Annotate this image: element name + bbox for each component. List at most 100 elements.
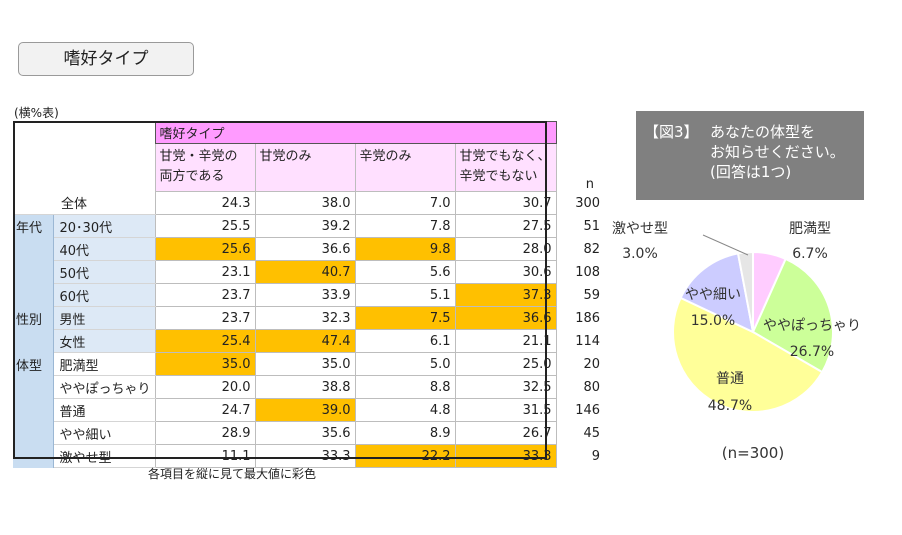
table-row: 50代 23.1 40.7 5.6 30.6 108	[13, 260, 603, 284]
cell-value: 24.3	[154, 191, 256, 215]
slice-value-label: 26.7%	[790, 344, 834, 360]
cell-value: 21.1	[454, 329, 557, 353]
cell-value: 38.8	[254, 375, 356, 399]
header-blank-n	[556, 122, 602, 144]
row-label: 40代	[53, 237, 156, 261]
row-label: 激やせ型	[53, 444, 156, 468]
slice-value-label: 6.7%	[792, 246, 828, 262]
table-row: 40代 25.6 36.6 9.8 28.0 82	[13, 237, 603, 261]
cell-value: 30.7	[454, 191, 557, 215]
cell-value: 25.4	[154, 329, 256, 353]
cell-value: 33.3	[454, 444, 557, 468]
table-row: 激やせ型 11.1 33.3 22.2 33.3 9	[13, 444, 603, 468]
table-row: 普通 24.7 39.0 4.8 31.5 146	[13, 398, 603, 422]
slice-label: 激やせ型	[612, 220, 668, 237]
table-row: 女性 25.4 47.4 6.1 21.1 114	[13, 329, 603, 353]
cell-value: 28.9	[154, 421, 256, 445]
pie-chart: 肥満型 6.7% ややぽっちゃり 26.7% 普通 48.7% やや細い 15.0% 激やせ型 3…	[612, 220, 861, 462]
table-note: (横%表)	[14, 106, 59, 120]
row-label: 50代	[53, 260, 156, 284]
cell-value: 37.3	[454, 283, 557, 307]
row-n: 59	[556, 283, 603, 307]
cell-value: 26.7	[454, 421, 557, 445]
cell-value: 9.8	[354, 237, 456, 261]
row-n: 45	[556, 421, 603, 445]
slice-value-label: 15.0%	[691, 313, 735, 329]
cell-value: 23.7	[154, 306, 256, 330]
cell-value: 33.9	[254, 283, 356, 307]
column-header: 甘党・辛党の 両方である	[154, 143, 256, 192]
cell-value: 8.8	[354, 375, 456, 399]
table-header-row: 嗜好タイプ	[13, 121, 602, 144]
row-label: 女性	[53, 329, 156, 353]
group-label: 年代	[13, 214, 54, 307]
section-title-button[interactable]: 嗜好タイプ	[18, 42, 194, 76]
pie-slice	[679, 252, 755, 334]
column-header-row: 甘党・辛党の 両方である 甘党のみ 辛党のみ 甘党でもなく、 辛党でもない n	[13, 143, 602, 192]
table-row: 全体 24.3 38.0 7.0 30.7 300	[13, 191, 603, 215]
cell-value: 31.5	[454, 398, 557, 422]
pie-slice	[751, 257, 834, 374]
table-row: やや細い 28.9 35.6 8.9 26.7 45	[13, 421, 603, 445]
cell-value: 5.0	[354, 352, 456, 376]
row-n: 80	[556, 375, 603, 399]
row-label: やや細い	[53, 421, 156, 445]
cell-value: 25.0	[454, 352, 557, 376]
row-n: 51	[556, 214, 603, 238]
table-row: 性別 男性 23.7 32.3 7.5 36.6 186	[13, 306, 603, 353]
group-label: 性別	[13, 306, 54, 353]
cell-value: 11.1	[154, 444, 256, 468]
slice-label: やや細い	[685, 287, 741, 303]
cell-value: 39.2	[254, 214, 356, 238]
cell-value: 35.0	[254, 352, 356, 376]
header-blank	[13, 122, 155, 192]
cell-value: 40.7	[254, 260, 356, 284]
crosstab-table: 嗜好タイプ 甘党・辛党の 両方である 甘党のみ 辛党のみ 甘党でもなく、 辛党でもない n…	[13, 121, 603, 468]
cell-value: 20.0	[154, 375, 256, 399]
row-label: 男性	[53, 306, 156, 330]
slice-value-label: 48.7%	[708, 398, 752, 414]
row-n: 114	[556, 329, 603, 353]
row-n: 82	[556, 237, 603, 261]
cell-value: 30.6	[454, 260, 557, 284]
cell-value: 23.1	[154, 260, 256, 284]
table-row: ややぽっちゃり 20.0 38.8 8.8 32.5 80	[13, 375, 603, 399]
cell-value: 5.1	[354, 283, 456, 307]
cell-value: 5.6	[354, 260, 456, 284]
cell-value: 47.4	[254, 329, 356, 353]
figure-label: 【図3】	[644, 123, 699, 141]
cell-value: 23.7	[154, 283, 256, 307]
column-header: 辛党のみ	[354, 143, 456, 192]
group-header: 嗜好タイプ	[154, 121, 557, 144]
row-n: 186	[556, 306, 603, 330]
cell-value: 32.5	[454, 375, 557, 399]
figure-title: あなたの体型を お知らせください。 (回答は1つ)	[710, 123, 845, 181]
cell-value: 27.5	[454, 214, 557, 238]
cell-value: 22.2	[354, 444, 456, 468]
cell-value: 24.7	[154, 398, 256, 422]
cell-value: 36.6	[254, 237, 356, 261]
cell-value: 32.3	[254, 306, 356, 330]
row-n: 300	[556, 191, 603, 215]
cell-value: 35.0	[154, 352, 256, 376]
n-header: n	[585, 176, 595, 192]
table-row: 年代 20･30代 25.5 39.2 7.8 27.5 51	[13, 214, 603, 307]
figure-title-box: 【図3】 あなたの体型を お知らせください。 (回答は1つ)	[636, 111, 864, 200]
cell-value: 33.3	[254, 444, 356, 468]
cell-value: 28.0	[454, 237, 557, 261]
row-label: ややぽっちゃり	[53, 375, 156, 399]
slice-label: ややぽっちゃり	[763, 318, 861, 334]
column-header: 甘党でもなく、 辛党でもない	[454, 143, 557, 192]
row-label: 肥満型	[53, 352, 156, 376]
column-header: 甘党のみ	[254, 143, 356, 192]
row-n: 9	[556, 444, 603, 468]
group-label: 体型	[13, 352, 54, 468]
row-label: 60代	[53, 283, 156, 307]
cell-value: 6.1	[354, 329, 456, 353]
table-row: 体型 肥満型 35.0 35.0 5.0 25.0 20	[13, 352, 603, 468]
cell-value: 39.0	[254, 398, 356, 422]
cell-value: 36.6	[454, 306, 557, 330]
slice-label: 肥満型	[789, 221, 831, 237]
slice-value-label: 3.0%	[622, 246, 658, 262]
cell-value: 7.8	[354, 214, 456, 238]
